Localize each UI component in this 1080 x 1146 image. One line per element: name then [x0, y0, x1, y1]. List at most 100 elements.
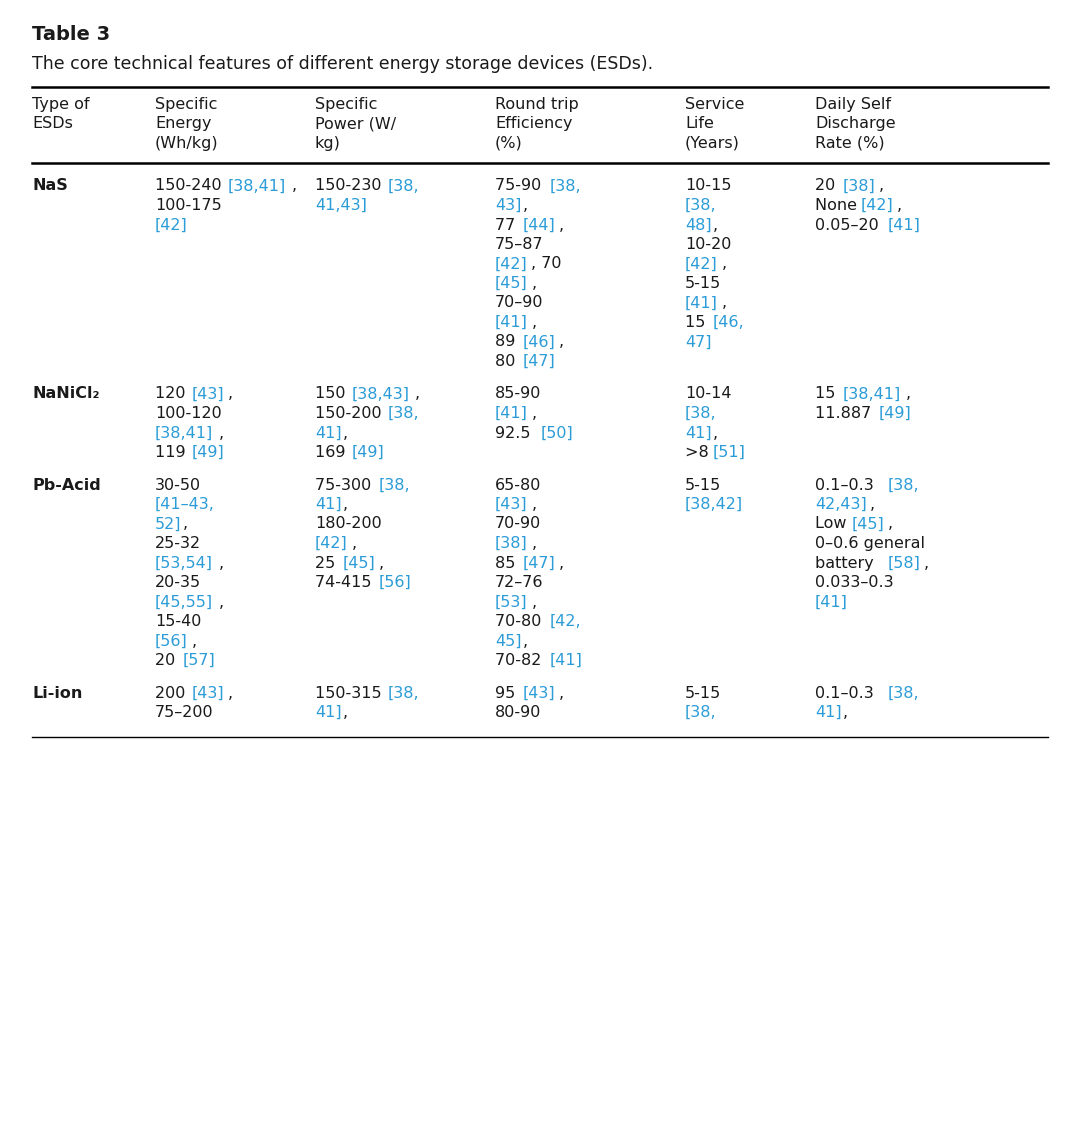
Text: 41,43]: 41,43]: [315, 198, 367, 213]
Text: Specific: Specific: [156, 97, 217, 112]
Text: 180-200: 180-200: [315, 517, 381, 532]
Text: 0.033–0.3: 0.033–0.3: [815, 575, 893, 590]
Text: [53,54]: [53,54]: [156, 556, 213, 571]
Text: [51]: [51]: [713, 445, 745, 460]
Text: ,: ,: [219, 425, 224, 440]
Text: 10-20: 10-20: [685, 237, 731, 252]
Text: [42]: [42]: [156, 218, 188, 233]
Text: 30-50: 30-50: [156, 478, 201, 493]
Text: [44]: [44]: [523, 218, 555, 233]
Text: Service: Service: [685, 97, 744, 112]
Text: 70–90: 70–90: [495, 296, 543, 311]
Text: 52]: 52]: [156, 517, 181, 532]
Text: [43]: [43]: [191, 685, 224, 700]
Text: [42]: [42]: [861, 198, 893, 213]
Text: 150-315: 150-315: [315, 685, 387, 700]
Text: 10-15: 10-15: [685, 179, 731, 194]
Text: [58]: [58]: [888, 556, 921, 571]
Text: [38,: [38,: [379, 478, 410, 493]
Text: 89: 89: [495, 335, 521, 350]
Text: 70-82: 70-82: [495, 653, 546, 668]
Text: ESDs: ESDs: [32, 117, 72, 132]
Text: [38,43]: [38,43]: [351, 386, 409, 401]
Text: ,: ,: [531, 315, 537, 330]
Text: 15: 15: [685, 315, 711, 330]
Text: [38]: [38]: [495, 536, 528, 551]
Text: 15: 15: [815, 386, 840, 401]
Text: 65-80: 65-80: [495, 478, 541, 493]
Text: ,: ,: [713, 218, 717, 233]
Text: ,: ,: [219, 556, 224, 571]
Text: [41–43,: [41–43,: [156, 497, 215, 512]
Text: None: None: [815, 198, 862, 213]
Text: ,: ,: [351, 536, 356, 551]
Text: ,: ,: [924, 556, 930, 571]
Text: Low: Low: [815, 517, 852, 532]
Text: ,: ,: [721, 296, 727, 311]
Text: ,: ,: [191, 634, 197, 649]
Text: ,: ,: [558, 335, 564, 350]
Text: ,: ,: [896, 198, 902, 213]
Text: ,: ,: [228, 685, 233, 700]
Text: 20: 20: [156, 653, 180, 668]
Text: 119: 119: [156, 445, 191, 460]
Text: [41]: [41]: [550, 653, 582, 668]
Text: 72–76: 72–76: [495, 575, 543, 590]
Text: 25-32: 25-32: [156, 536, 201, 551]
Text: 20-35: 20-35: [156, 575, 201, 590]
Text: 10-14: 10-14: [685, 386, 731, 401]
Text: [42]: [42]: [315, 536, 348, 551]
Text: [38,41]: [38,41]: [156, 425, 213, 440]
Text: 85-90: 85-90: [495, 386, 541, 401]
Text: 75–200: 75–200: [156, 705, 214, 720]
Text: ,: ,: [531, 595, 537, 610]
Text: [41]: [41]: [685, 296, 718, 311]
Text: [38]: [38]: [842, 179, 875, 194]
Text: [46,: [46,: [713, 315, 744, 330]
Text: ,: ,: [219, 595, 224, 610]
Text: ,: ,: [523, 634, 527, 649]
Text: ,: ,: [531, 536, 537, 551]
Text: [43]: [43]: [495, 497, 528, 512]
Text: 5-15: 5-15: [685, 276, 721, 291]
Text: [41]: [41]: [888, 218, 921, 233]
Text: ,: ,: [342, 497, 348, 512]
Text: Pb-Acid: Pb-Acid: [32, 478, 100, 493]
Text: Li-ion: Li-ion: [32, 685, 82, 700]
Text: [53]: [53]: [495, 595, 528, 610]
Text: [38,41]: [38,41]: [842, 386, 901, 401]
Text: 45]: 45]: [495, 634, 522, 649]
Text: 41]: 41]: [315, 497, 341, 512]
Text: [42]: [42]: [495, 257, 528, 272]
Text: 15-40: 15-40: [156, 614, 201, 629]
Text: (Wh/kg): (Wh/kg): [156, 136, 218, 151]
Text: ,: ,: [531, 497, 537, 512]
Text: ,: ,: [879, 179, 883, 194]
Text: 0–0.6 general: 0–0.6 general: [815, 536, 924, 551]
Text: [41]: [41]: [815, 595, 848, 610]
Text: 77: 77: [495, 218, 521, 233]
Text: 75-300: 75-300: [315, 478, 376, 493]
Text: ,: ,: [523, 198, 527, 213]
Text: [38,: [38,: [685, 705, 717, 720]
Text: 169: 169: [315, 445, 351, 460]
Text: ,: ,: [183, 517, 188, 532]
Text: [43]: [43]: [523, 685, 555, 700]
Text: (%): (%): [495, 136, 523, 151]
Text: [41]: [41]: [495, 406, 528, 421]
Text: [49]: [49]: [879, 406, 912, 421]
Text: Discharge: Discharge: [815, 117, 895, 132]
Text: 100-175: 100-175: [156, 198, 221, 213]
Text: [38,42]: [38,42]: [685, 497, 743, 512]
Text: 80: 80: [495, 354, 521, 369]
Text: >8: >8: [685, 445, 714, 460]
Text: [56]: [56]: [156, 634, 188, 649]
Text: battery: battery: [815, 556, 879, 571]
Text: Rate (%): Rate (%): [815, 136, 885, 151]
Text: [56]: [56]: [379, 575, 411, 590]
Text: ,: ,: [869, 497, 875, 512]
Text: [43]: [43]: [191, 386, 224, 401]
Text: The core technical features of different energy storage devices (ESDs).: The core technical features of different…: [32, 55, 653, 73]
Text: 42,43]: 42,43]: [815, 497, 867, 512]
Text: Specific: Specific: [315, 97, 377, 112]
